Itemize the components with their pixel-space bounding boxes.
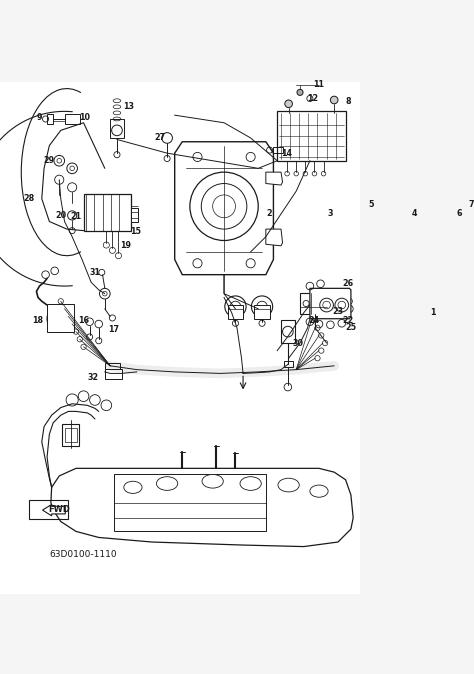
Bar: [281, 320, 295, 343]
Text: 15: 15: [130, 227, 141, 236]
Text: 3: 3: [328, 210, 333, 218]
Text: 29: 29: [44, 156, 55, 165]
Polygon shape: [266, 229, 283, 246]
Text: 19: 19: [120, 241, 131, 250]
FancyArrow shape: [43, 504, 65, 516]
Text: 26: 26: [342, 279, 354, 288]
Text: 18: 18: [32, 315, 44, 325]
Text: 23: 23: [332, 307, 344, 315]
Polygon shape: [175, 142, 273, 275]
Polygon shape: [310, 288, 351, 319]
Ellipse shape: [240, 477, 261, 491]
Text: 63D0100-1110: 63D0100-1110: [49, 550, 117, 559]
Ellipse shape: [156, 477, 178, 491]
Text: 22: 22: [342, 315, 354, 325]
Polygon shape: [51, 468, 353, 547]
Text: 9: 9: [37, 113, 42, 122]
Bar: [64, 114, 80, 124]
Circle shape: [330, 96, 338, 104]
Text: 2: 2: [267, 210, 273, 218]
Ellipse shape: [202, 474, 223, 488]
Text: 14: 14: [282, 149, 292, 158]
Bar: [83, 194, 131, 231]
Bar: [273, 147, 283, 153]
Text: 16: 16: [78, 315, 89, 325]
Bar: [114, 474, 266, 531]
Ellipse shape: [310, 485, 328, 497]
Circle shape: [297, 90, 303, 96]
Text: 5: 5: [368, 200, 374, 208]
Text: 1: 1: [430, 308, 436, 317]
Text: 4: 4: [411, 210, 417, 218]
Ellipse shape: [278, 479, 299, 492]
Text: 8: 8: [345, 97, 351, 106]
Bar: [255, 305, 270, 319]
Text: 31: 31: [90, 268, 100, 277]
Bar: [105, 369, 121, 379]
Text: 7: 7: [468, 200, 474, 210]
Polygon shape: [266, 172, 283, 185]
Text: 6: 6: [457, 210, 462, 218]
Ellipse shape: [124, 481, 142, 493]
Text: 10: 10: [80, 113, 91, 122]
Bar: [228, 305, 243, 319]
Text: 30: 30: [292, 338, 303, 348]
Bar: [105, 363, 120, 372]
Bar: [47, 303, 74, 332]
Bar: [64, 428, 77, 441]
Text: 12: 12: [307, 94, 319, 103]
Text: 28: 28: [23, 194, 35, 204]
Text: 13: 13: [124, 102, 135, 111]
Bar: [131, 208, 138, 222]
Text: FWD: FWD: [48, 505, 70, 514]
Bar: [29, 500, 68, 519]
Bar: [47, 114, 53, 124]
Bar: [62, 425, 79, 446]
Text: 21: 21: [71, 212, 82, 220]
Circle shape: [285, 100, 292, 108]
Text: 24: 24: [308, 315, 319, 325]
Text: 27: 27: [154, 133, 165, 142]
Text: 11: 11: [313, 80, 325, 89]
Text: 17: 17: [109, 325, 119, 334]
Bar: [284, 361, 293, 367]
Text: 32: 32: [87, 373, 98, 381]
Bar: [110, 119, 124, 138]
Bar: [277, 111, 346, 160]
Text: 25: 25: [346, 324, 356, 332]
Bar: [300, 293, 327, 314]
Text: 20: 20: [55, 211, 66, 220]
